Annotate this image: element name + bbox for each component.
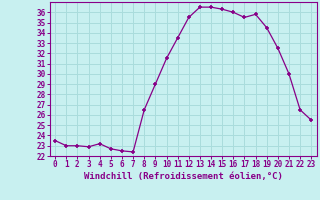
X-axis label: Windchill (Refroidissement éolien,°C): Windchill (Refroidissement éolien,°C) [84,172,283,181]
